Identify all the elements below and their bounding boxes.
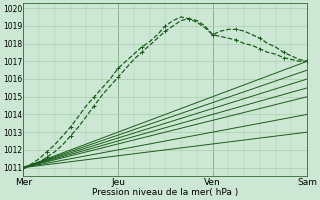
- X-axis label: Pression niveau de la mer( hPa ): Pression niveau de la mer( hPa ): [92, 188, 238, 197]
